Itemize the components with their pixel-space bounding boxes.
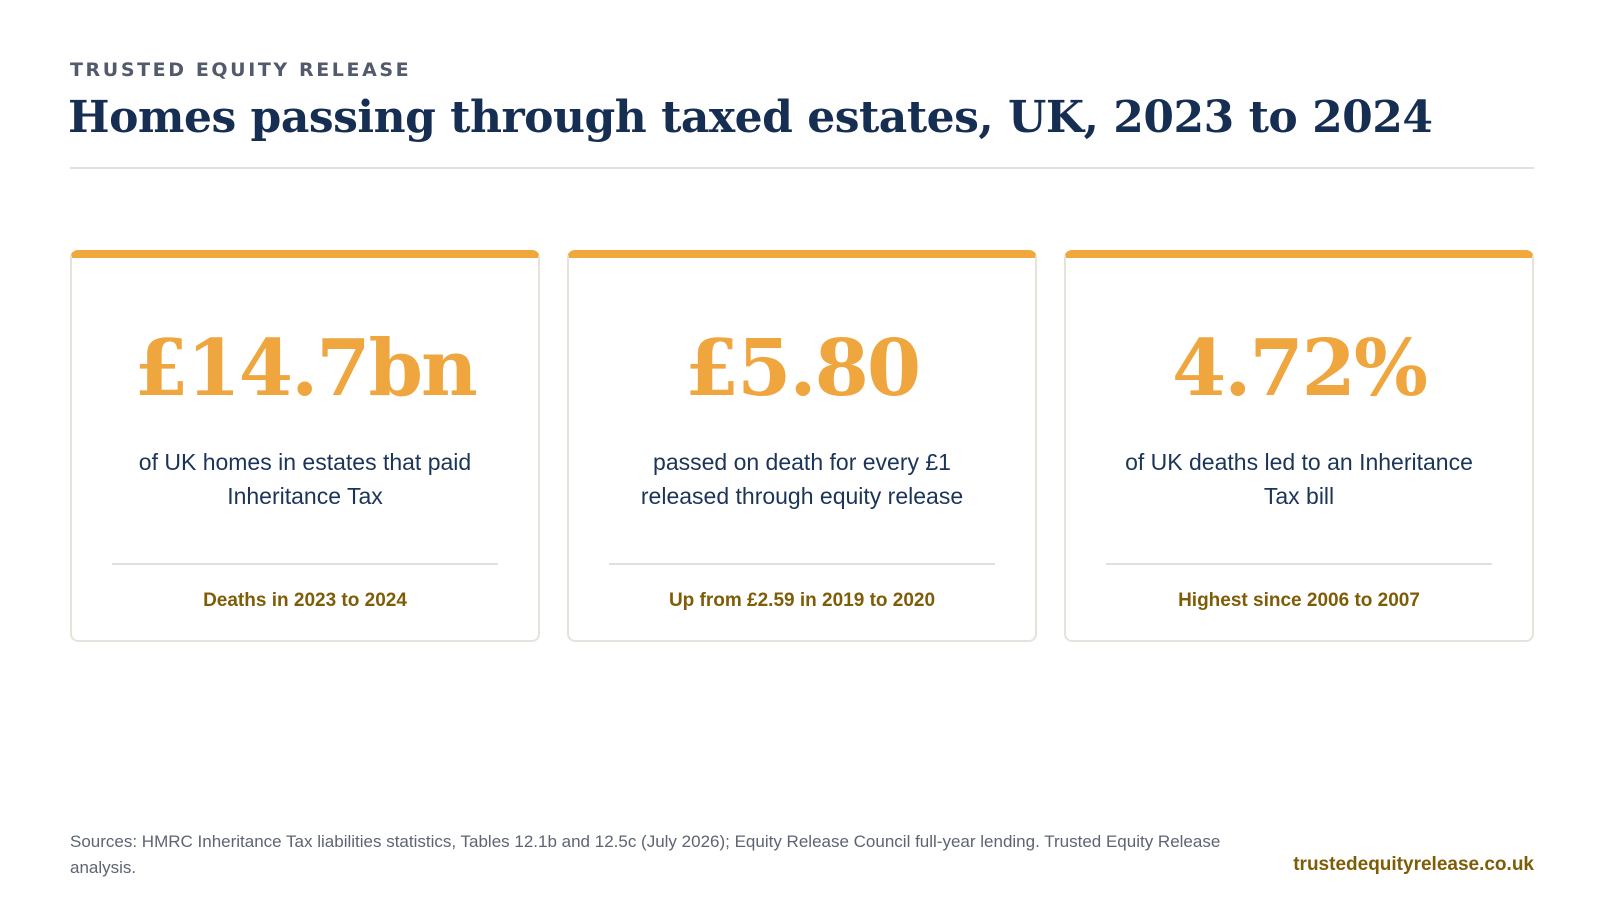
stat-card-home-value: £14.7bn of UK homes in estates that paid… [70,250,540,642]
header-divider [70,167,1534,169]
card-divider [112,563,498,565]
card-divider [609,563,995,565]
stat-value: £5.80 [684,323,921,414]
card-divider [1106,563,1492,565]
page-title: Homes passing through taxed estates, UK,… [68,92,1433,143]
stat-value: 4.72% [1171,323,1428,414]
stat-description: passed on death for every £1 released th… [640,449,964,509]
stat-value: £14.7bn [134,323,478,414]
sources-footnote: Sources: HMRC Inheritance Tax liabilitie… [70,832,1221,877]
stat-card-death-share: 4.72% of UK deaths led to an Inheritance… [1064,250,1534,642]
stat-cards: £14.7bn of UK homes in estates that paid… [70,250,1534,642]
stat-note: Up from £2.59 in 2019 to 2020 [668,590,936,611]
stat-card-ratio: £5.80 passed on death for every £1 relea… [567,250,1037,642]
stat-note: Deaths in 2023 to 2024 [203,590,407,611]
website-link[interactable]: trustedequityrelease.co.uk [1293,854,1534,875]
stat-description: of UK homes in estates that paid Inherit… [138,449,472,509]
brand-label: TRUSTED EQUITY RELEASE [70,59,412,81]
stat-description: of UK deaths led to an Inheritance Tax b… [1125,449,1473,509]
stat-note: Highest since 2006 to 2007 [1178,590,1420,611]
